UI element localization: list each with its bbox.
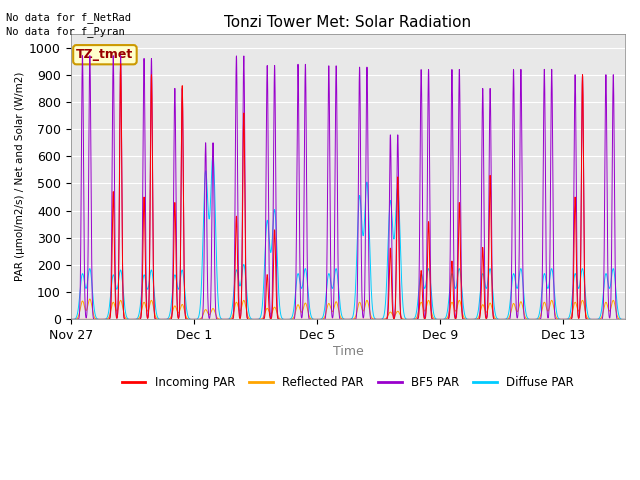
Title: Tonzi Tower Met: Solar Radiation: Tonzi Tower Met: Solar Radiation (224, 15, 472, 30)
Text: TZ_tmet: TZ_tmet (76, 48, 134, 61)
Text: No data for f_NetRad: No data for f_NetRad (6, 12, 131, 23)
Y-axis label: PAR (μmol/m2/s) / Net and Solar (W/m2): PAR (μmol/m2/s) / Net and Solar (W/m2) (15, 72, 25, 281)
Text: No data for f_Pyran: No data for f_Pyran (6, 26, 125, 37)
X-axis label: Time: Time (333, 345, 364, 358)
Legend: Incoming PAR, Reflected PAR, BF5 PAR, Diffuse PAR: Incoming PAR, Reflected PAR, BF5 PAR, Di… (116, 371, 579, 394)
